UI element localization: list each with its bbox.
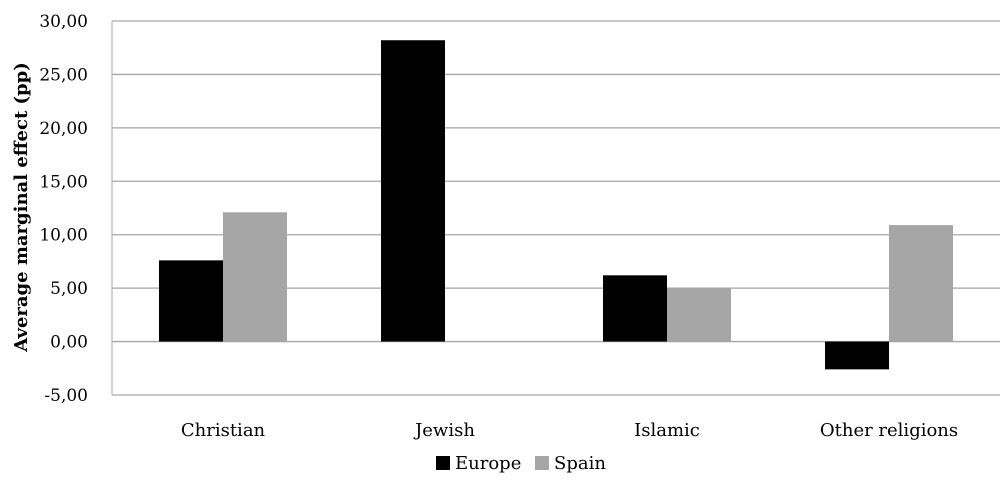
bar-europe-christian [159, 260, 223, 342]
y-tick-label: 30,00 [39, 12, 88, 32]
legend: Europe Spain [436, 453, 606, 474]
bar-spain-islamic [667, 288, 731, 342]
y-tick-label: 5,00 [50, 279, 88, 299]
bar-europe-islamic [603, 275, 667, 342]
y-tick-label: 15,00 [39, 172, 88, 192]
category-labels: Christian Jewish Islamic Other religions [181, 420, 958, 441]
bar-spain-other-religions [889, 225, 953, 342]
legend-swatch-europe [436, 456, 450, 470]
legend-swatch-spain [535, 456, 549, 470]
y-tick-label: 20,00 [39, 119, 88, 139]
y-tick-label: 10,00 [39, 226, 88, 246]
category-label: Christian [181, 420, 266, 441]
category-label: Other religions [820, 420, 958, 441]
y-tick-label: 25,00 [39, 65, 88, 85]
bar-spain-christian [223, 212, 287, 342]
category-label: Jewish [413, 420, 475, 441]
legend-label-europe: Europe [455, 453, 521, 474]
y-tick-labels: -5,00 0,00 5,00 10,00 15,00 20,00 25,00 30,00 [39, 12, 88, 406]
legend-label-spain: Spain [554, 453, 606, 474]
y-tick-label: 0,00 [50, 333, 88, 353]
bar-europe-other-religions [825, 341, 889, 370]
bar-europe-jewish [381, 40, 445, 342]
y-axis-label: Average marginal effect (pp) [11, 62, 32, 353]
category-label: Islamic [634, 420, 700, 441]
y-tick-label: -5,00 [44, 386, 88, 406]
bars [159, 40, 953, 370]
